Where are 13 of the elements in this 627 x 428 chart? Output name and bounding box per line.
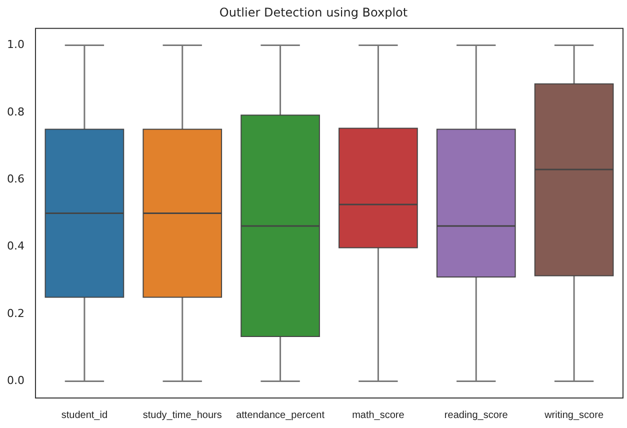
x-tick-label: attendance_percent [236, 410, 325, 421]
x-tick-label: math_score [352, 410, 405, 421]
y-tick-label: 0.4 [6, 240, 24, 253]
y-tick-label: 0.6 [6, 172, 24, 186]
y-tick-label: 1.0 [6, 38, 24, 52]
y-tick-label: 0.0 [6, 374, 24, 388]
y-tick-label: 0.8 [6, 105, 24, 118]
x-tick-label: student_id [61, 410, 108, 421]
x-tick-label: writing_score [544, 410, 604, 421]
x-tick-label: study_time_hours [142, 410, 222, 421]
y-tick-label: 0.2 [6, 306, 24, 320]
chart-title: Outlier Detection using Boxplot [219, 5, 408, 20]
x-tick-label: reading_score [444, 410, 508, 421]
